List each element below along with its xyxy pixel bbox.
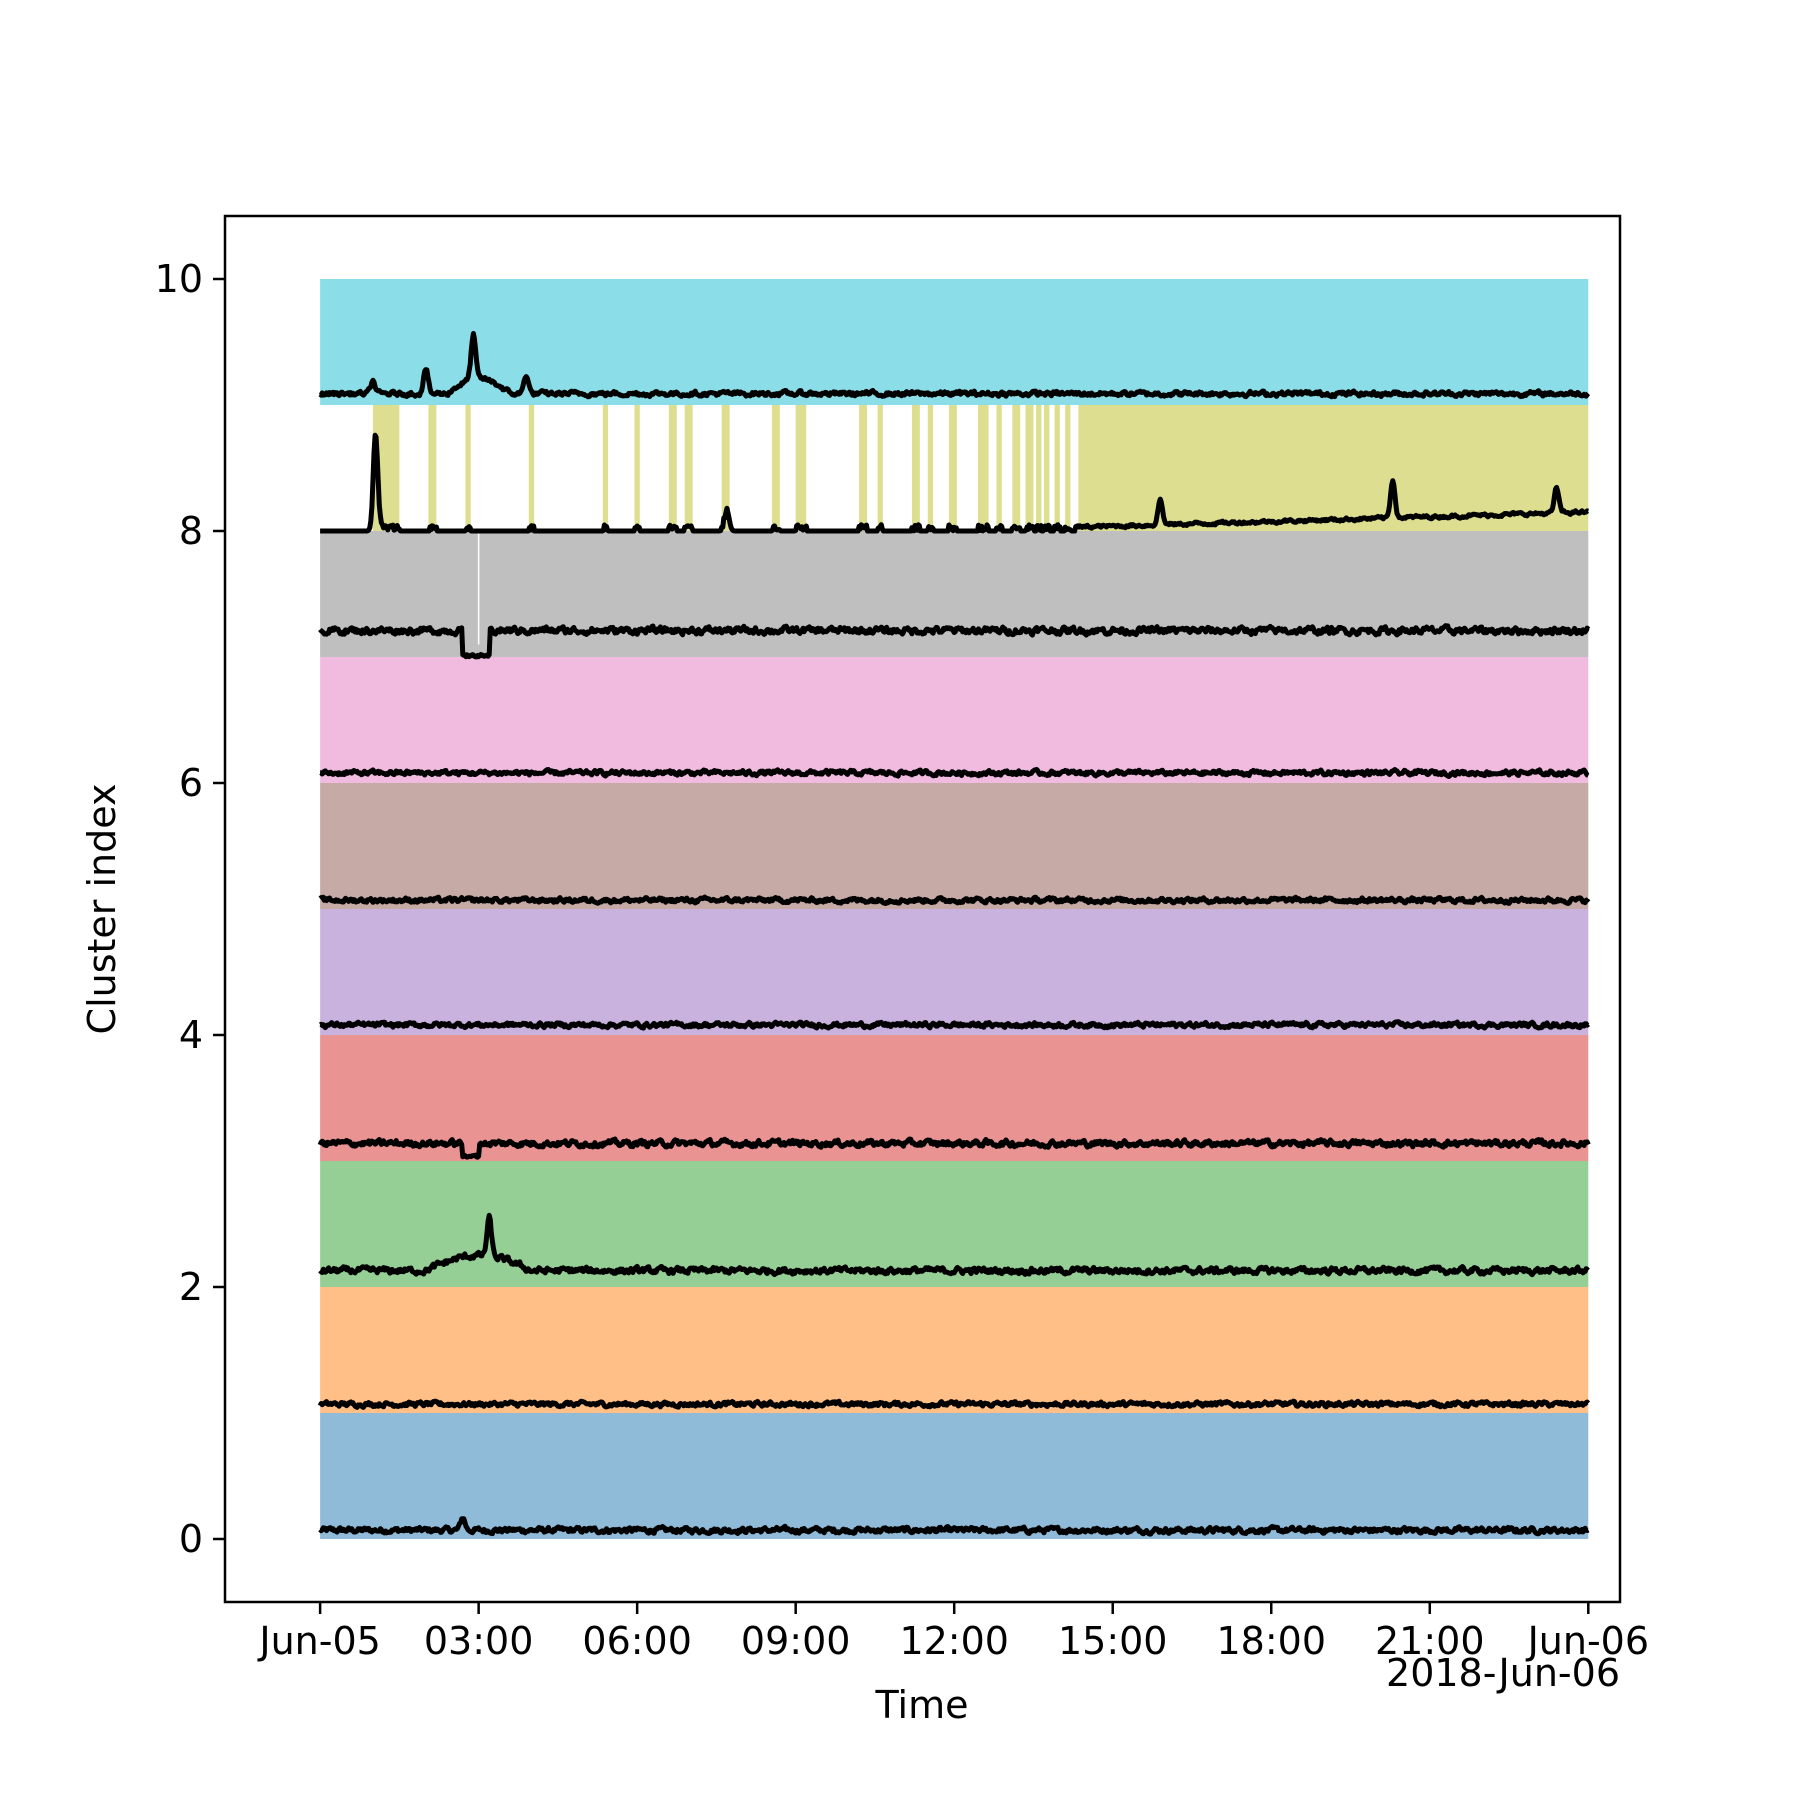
cluster-8-band-segment [927,405,934,531]
cluster-1-band [320,1287,1589,1413]
axes-frame [223,214,1622,1604]
cluster-8-band-segment [859,405,868,531]
y-ticks: 0 2 4 6 8 10 [155,257,225,1561]
cluster-2-band [320,1161,1589,1287]
cluster-8-band-segment [684,405,693,531]
x-ticks: Jun-05 03:00 06:00 09:00 12:00 15:00 18:00 21:0… [257,1602,1649,1663]
cluster-8-band-segment [721,405,730,531]
x-tick-label: 03:00 [424,1619,534,1663]
cluster-8-band-segment [911,405,920,531]
y-tick-label: 2 [179,1265,203,1309]
cluster-2-series [318,1212,1590,1278]
cluster-0-series [318,1516,1590,1537]
x-tick-label: 09:00 [741,1619,851,1663]
y-tick-label: 0 [179,1517,203,1561]
cluster-8-band-segment [1012,405,1021,531]
cluster-9-band [320,279,1589,405]
x-tick-label: Jun-06 [1526,1619,1649,1663]
cluster-1-series [317,1398,1591,1410]
cluster-6-band [320,657,1589,783]
cluster-8-band-segment [771,405,780,531]
cluster-8-band-segment [602,405,609,531]
x-tick-label: 18:00 [1216,1619,1326,1663]
x-tick-label: 15:00 [1058,1619,1168,1663]
cluster-8-band-segment [465,405,471,531]
cluster-8-band-segment [428,405,437,531]
x-tick-label: Jun-05 [257,1619,380,1663]
cluster-4-series [318,1019,1590,1031]
y-tick-label: 8 [179,509,203,553]
cluster-8-band-segment [634,405,640,531]
x-offset-label: 2018-Jun-06 [1386,1651,1620,1695]
cluster-8-band-segment [795,405,807,531]
cluster-8-band-segment [877,405,883,531]
cluster-5-band [320,783,1589,909]
cluster-5-series [318,894,1591,906]
cluster-8-band-segment [668,405,677,531]
x-axis-label: Time [875,1683,969,1727]
cluster-8-band-segment [1025,405,1034,531]
cluster-7-band [320,531,1589,657]
cluster-0-band [320,1413,1589,1539]
cluster-bands [320,279,1589,1539]
cluster-8-band-segment [1054,405,1060,531]
cluster-9-series [318,331,1591,400]
x-tick-label: 21:00 [1375,1619,1485,1663]
cluster-6-series [318,766,1590,779]
cluster-4-band [320,909,1589,1035]
cluster-8-band-segment [977,405,989,531]
cluster-8-band-segment [528,405,535,531]
cluster-7-series [318,623,1591,660]
cluster-3-series [317,1136,1591,1160]
cluster-8-band-segment [996,405,1002,531]
x-tick-label: 06:00 [582,1619,692,1663]
cluster-8-band-segment [1044,405,1050,531]
cluster-8-series [318,432,1590,534]
cluster-8-band-segment [1036,405,1042,531]
cluster-series [317,331,1591,1537]
y-tick-label: 10 [155,257,203,301]
cluster-8-band-segment [948,405,957,531]
x-tick-label: 12:00 [899,1619,1009,1663]
y-tick-label: 4 [179,1013,203,1057]
y-tick-label: 6 [179,761,203,805]
cluster-8-band-segment [1065,405,1071,531]
y-axis-label: Cluster index [80,784,124,1035]
